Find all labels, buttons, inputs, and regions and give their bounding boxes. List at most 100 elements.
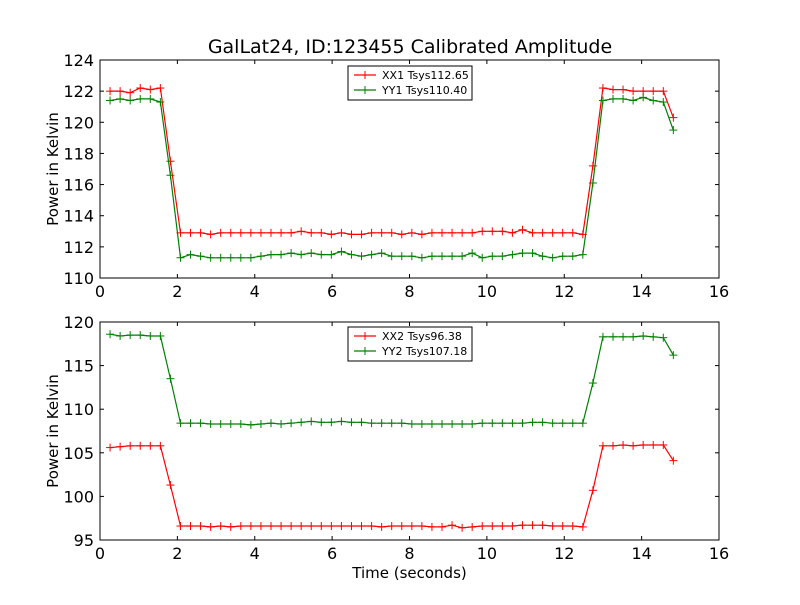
data-point: [619, 440, 628, 449]
data-point: [518, 225, 527, 234]
x-tick-label: 10: [477, 282, 497, 301]
data-point: [176, 253, 185, 262]
data-point: [508, 228, 517, 237]
data-point: [327, 522, 336, 531]
y-tick-label: 122: [63, 82, 94, 101]
data-point: [588, 486, 597, 495]
data-point: [126, 96, 135, 105]
data-point: [568, 228, 577, 237]
data-point: [327, 230, 336, 239]
data-point: [619, 94, 628, 103]
chart-title: GalLat24, ID:123455 Calibrated Amplitude: [208, 36, 612, 58]
data-point: [317, 522, 326, 531]
data-point: [256, 522, 265, 531]
data-point: [458, 228, 467, 237]
data-point: [568, 419, 577, 428]
data-point: [256, 228, 265, 237]
data-point: [407, 420, 416, 429]
data-point: [206, 522, 215, 531]
data-point: [337, 417, 346, 426]
data-point: [307, 522, 316, 531]
data-point: [608, 332, 617, 341]
data-point: [206, 253, 215, 262]
data-point: [367, 419, 376, 428]
data-point: [488, 522, 497, 531]
y-tick-label: 118: [63, 144, 94, 163]
data-point: [629, 332, 638, 341]
legend-label: YY2 Tsys107.18: [381, 345, 467, 358]
data-point: [146, 94, 155, 103]
data-point: [106, 443, 115, 452]
data-point: [327, 250, 336, 259]
data-point: [468, 522, 477, 531]
data-point: [116, 442, 125, 451]
legend-item: XX2 Tsys96.38: [354, 330, 462, 343]
data-point: [528, 249, 537, 258]
data-point: [397, 252, 406, 261]
top-subplot: 0 2 4 6 8 10 12 14 16 110 112 114 116 118 120 122 124 Pow…: [44, 51, 729, 301]
data-point: [126, 441, 135, 450]
data-point: [528, 521, 537, 530]
legend-label: XX1 Tsys112.65: [382, 69, 469, 82]
data-point: [196, 228, 205, 237]
x-tick-label: 8: [404, 282, 414, 301]
data-point: [498, 227, 507, 236]
data-point: [186, 228, 195, 237]
x-tick-label: 16: [709, 282, 729, 301]
data-point: [126, 331, 135, 340]
data-point: [417, 253, 426, 262]
data-point: [538, 228, 547, 237]
legend-label: YY1 Tsys110.40: [381, 84, 467, 97]
data-point: [478, 253, 487, 262]
data-point: [397, 522, 406, 531]
data-point: [387, 252, 396, 261]
x-tick-label: 16: [709, 544, 729, 563]
data-point: [558, 419, 567, 428]
data-point: [106, 87, 115, 96]
data-point: [176, 419, 185, 428]
data-point: [317, 228, 326, 237]
data-point: [307, 417, 316, 426]
data-point: [619, 85, 628, 94]
y-tick-label: 110: [63, 269, 94, 288]
x-tick-label: 4: [250, 544, 260, 563]
data-point: [508, 522, 517, 531]
data-point: [608, 85, 617, 94]
x-tick-label: 10: [477, 544, 497, 563]
data-point: [437, 420, 446, 429]
data-point: [337, 228, 346, 237]
data-point: [317, 250, 326, 259]
data-point: [297, 522, 306, 531]
legend-label: XX2 Tsys96.38: [382, 330, 462, 343]
data-point: [649, 87, 658, 96]
data-point: [377, 522, 386, 531]
x-tick-label: 14: [631, 544, 651, 563]
data-point: [236, 228, 245, 237]
data-point: [417, 420, 426, 429]
x-tick-label: 14: [631, 282, 651, 301]
data-point: [639, 331, 648, 340]
data-point: [639, 93, 648, 102]
data-point: [337, 247, 346, 256]
data-point: [488, 419, 497, 428]
data-point: [649, 332, 658, 341]
x-tick-label: 8: [404, 544, 414, 563]
data-point: [246, 228, 255, 237]
data-point: [478, 522, 487, 531]
data-point: [166, 481, 175, 490]
data-point: [156, 84, 165, 93]
data-point: [307, 249, 316, 258]
data-point: [307, 228, 316, 237]
x-tick-label: 12: [554, 282, 574, 301]
data-point: [156, 441, 165, 450]
data-point: [166, 157, 175, 166]
data-point: [146, 331, 155, 340]
data-point: [226, 253, 235, 262]
data-point: [216, 228, 225, 237]
data-point: [357, 230, 366, 239]
data-point: [256, 252, 265, 261]
data-point: [236, 253, 245, 262]
data-point: [387, 522, 396, 531]
data-point: [448, 521, 457, 530]
